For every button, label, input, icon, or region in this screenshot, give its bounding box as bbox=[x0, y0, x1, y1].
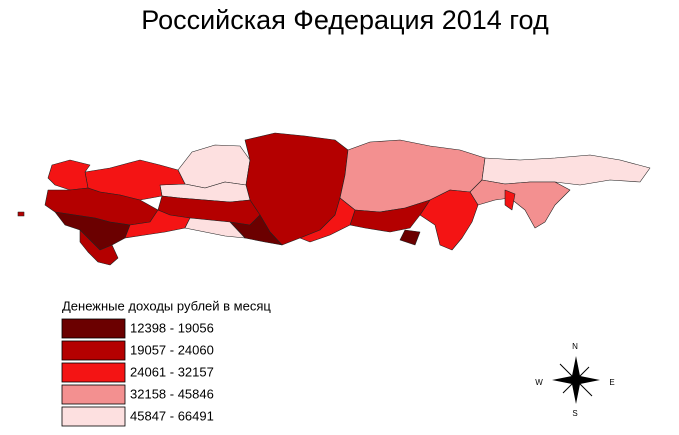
legend-swatch bbox=[61, 318, 126, 339]
legend-swatch bbox=[61, 362, 126, 383]
compass-e: E bbox=[609, 378, 614, 387]
region bbox=[54, 211, 131, 251]
region bbox=[469, 179, 571, 229]
compass-arrow bbox=[576, 376, 600, 384]
compass-w: W bbox=[535, 378, 543, 387]
legend-label: 24061 - 32157 bbox=[130, 364, 214, 379]
compass-arrow bbox=[559, 363, 593, 397]
russia-map bbox=[17, 132, 651, 266]
compass-arrow bbox=[572, 356, 580, 380]
compass-s: S bbox=[572, 409, 577, 418]
region bbox=[79, 229, 119, 266]
region bbox=[177, 144, 251, 189]
legend-label: 19057 - 24060 bbox=[130, 342, 214, 357]
compass-arrow bbox=[572, 380, 580, 404]
legend-swatch bbox=[61, 406, 126, 427]
compass: N S W E bbox=[535, 342, 614, 418]
region bbox=[229, 214, 283, 246]
legend: 12398 - 19056 19057 - 24060 24061 - 32157 3… bbox=[61, 318, 214, 427]
legend-label: 12398 - 19056 bbox=[130, 320, 214, 335]
region bbox=[504, 189, 516, 211]
legend-label: 32158 - 45846 bbox=[130, 386, 214, 401]
region bbox=[47, 159, 91, 191]
legend-label: 45847 - 66491 bbox=[130, 408, 214, 423]
region bbox=[299, 197, 356, 243]
compass-arrow bbox=[562, 366, 590, 394]
compass-n: N bbox=[572, 342, 578, 351]
legend-swatch bbox=[61, 384, 126, 405]
map-title: Российская Федерация 2014 год bbox=[141, 5, 549, 35]
region bbox=[349, 199, 431, 233]
legend-title: Денежные доходы рублей в месяц bbox=[62, 298, 271, 313]
region bbox=[481, 154, 651, 186]
region bbox=[399, 229, 421, 246]
compass-arrow bbox=[552, 376, 576, 384]
region bbox=[17, 211, 25, 217]
region bbox=[419, 189, 479, 251]
legend-swatch bbox=[61, 340, 126, 361]
region bbox=[184, 217, 246, 239]
